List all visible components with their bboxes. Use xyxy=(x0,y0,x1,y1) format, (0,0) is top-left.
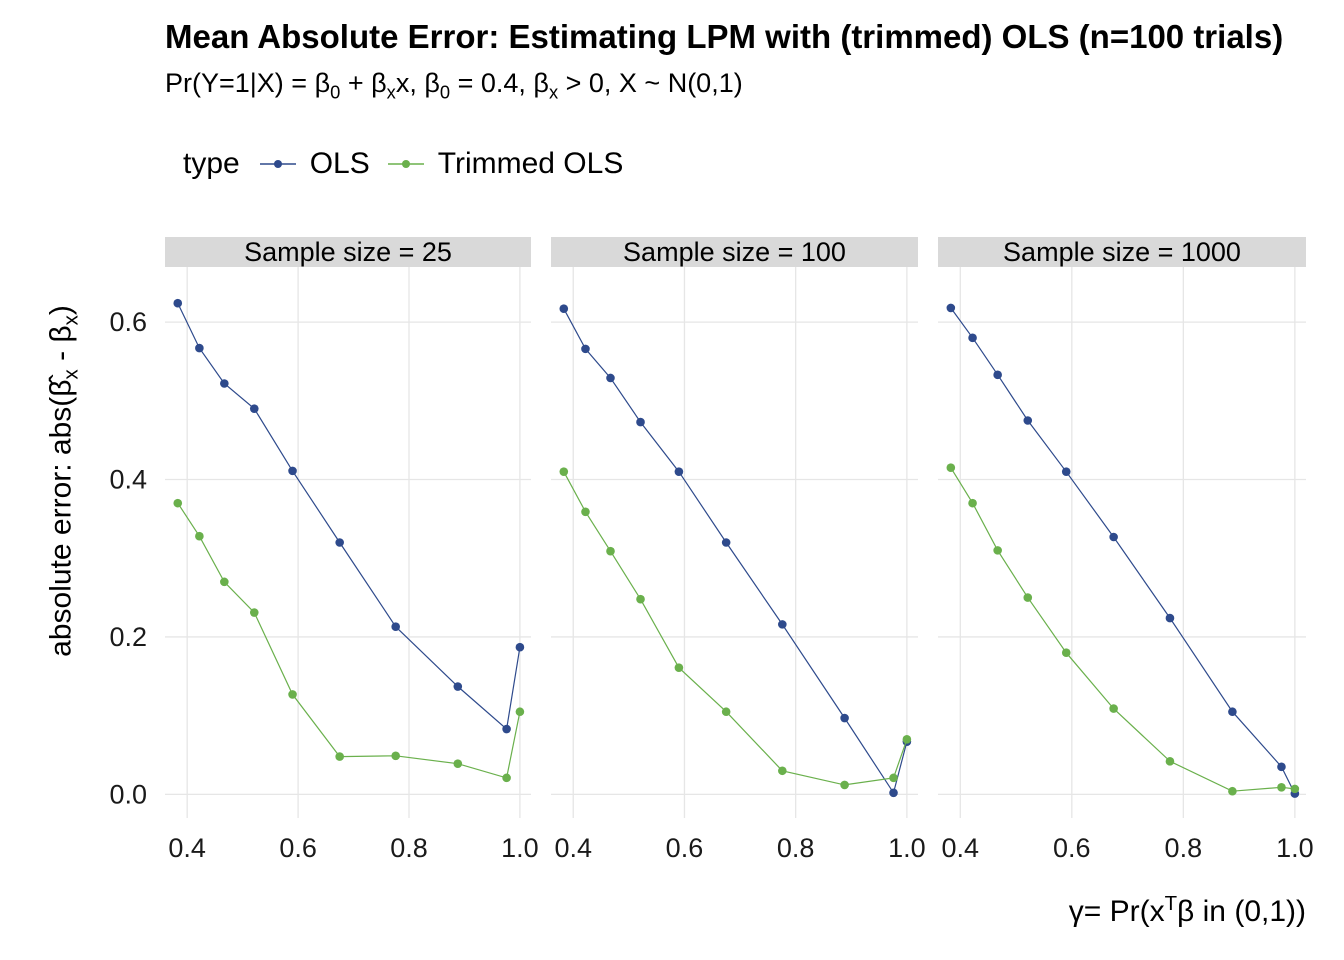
data-point-ols xyxy=(1109,532,1118,542)
data-point-trimmed-ols xyxy=(559,467,569,476)
series-line-trimmed-ols xyxy=(563,471,908,786)
series-line-ols xyxy=(563,308,908,795)
data-point-ols xyxy=(453,682,463,691)
data-point-ols xyxy=(502,724,511,734)
x-tick-label: 0.8 xyxy=(1165,833,1203,863)
x-tick-label: 1.0 xyxy=(501,833,539,863)
x-tick-label: 0.6 xyxy=(666,833,704,863)
legend-key-trimmed-ols xyxy=(387,160,424,168)
data-point-trimmed-ols xyxy=(195,531,204,541)
x-axis-label: γ= Pr(xTβ in (0,1)) xyxy=(1068,893,1306,928)
legend-title: type xyxy=(183,147,240,180)
data-point-ols xyxy=(195,343,204,353)
data-point-trimmed-ols xyxy=(968,498,977,508)
series-line-ols xyxy=(950,307,1296,794)
data-point-ols xyxy=(1023,416,1033,425)
data-point-trimmed-ols xyxy=(249,608,259,617)
series-line-trimmed-ols xyxy=(177,502,521,779)
data-point-trimmed-ols xyxy=(721,707,731,717)
data-point-trimmed-ols xyxy=(1228,786,1237,796)
legend-key-ols xyxy=(259,160,296,168)
x-tick-label: 0.4 xyxy=(942,833,980,863)
data-point-trimmed-ols xyxy=(1061,648,1071,657)
data-point-trimmed-ols xyxy=(1277,783,1286,792)
data-point-trimmed-ols xyxy=(1165,757,1175,766)
data-point-trimmed-ols xyxy=(889,773,898,783)
data-point-ols xyxy=(515,642,525,652)
legend-label-ols: OLS xyxy=(309,147,370,180)
x-tick-label: 1.0 xyxy=(888,833,926,863)
x-tick-label: 1.0 xyxy=(1276,833,1314,863)
data-point-trimmed-ols xyxy=(606,546,615,556)
data-point-trimmed-ols xyxy=(993,546,1002,555)
data-point-trimmed-ols xyxy=(778,766,787,776)
x-tick-label: 0.8 xyxy=(390,833,428,863)
data-point-ols xyxy=(889,788,898,798)
data-point-ols xyxy=(840,713,849,723)
data-point-trimmed-ols xyxy=(1023,593,1033,602)
legend: type OLS Trimmed OLS xyxy=(183,144,641,184)
data-point-ols xyxy=(249,404,259,413)
legend-label-trimmed-ols: Trimmed OLS xyxy=(437,147,624,180)
data-point-ols xyxy=(335,538,344,547)
data-point-ols xyxy=(636,417,645,427)
data-point-trimmed-ols xyxy=(515,707,525,717)
y-tick-label: 0.6 xyxy=(109,307,147,337)
data-point-ols xyxy=(1165,613,1175,623)
data-point-ols xyxy=(946,303,956,313)
x-tick-label: 0.8 xyxy=(777,833,815,863)
data-point-ols xyxy=(778,620,787,629)
data-point-ols xyxy=(288,466,297,476)
data-point-trimmed-ols xyxy=(335,752,344,761)
data-point-ols xyxy=(606,373,615,383)
series-line-trimmed-ols xyxy=(950,467,1295,792)
data-point-trimmed-ols xyxy=(1290,784,1300,794)
data-point-ols xyxy=(1228,707,1237,717)
y-tick-label: 0.2 xyxy=(109,622,147,652)
data-point-trimmed-ols xyxy=(840,780,849,790)
y-tick-label: 0.4 xyxy=(109,465,147,495)
data-point-trimmed-ols xyxy=(946,463,956,473)
x-tick-label: 0.6 xyxy=(279,833,317,863)
chart-title: Mean Absolute Error: Estimating LPM with… xyxy=(165,18,1284,55)
data-point-trimmed-ols xyxy=(391,751,400,761)
data-point-ols xyxy=(391,622,400,632)
y-axis-label: absolute error: abs(β̂x - βx) xyxy=(44,305,83,657)
data-point-trimmed-ols xyxy=(288,690,297,699)
facet-strip-25: Sample size = 25 xyxy=(165,237,531,267)
data-point-ols xyxy=(674,467,684,476)
facet-strip-1000: Sample size = 1000 xyxy=(938,237,1306,267)
chart-subtitle: Pr(Y=1|X) = β0 + βxx, β0 = 0.4, βx > 0, … xyxy=(165,68,743,103)
x-tick-label: 0.4 xyxy=(554,833,592,863)
data-point-ols xyxy=(220,379,229,388)
data-point-ols xyxy=(559,304,569,314)
y-tick-label: 0.0 xyxy=(109,779,147,809)
data-point-ols xyxy=(1061,467,1071,476)
series-line-ols xyxy=(177,302,521,731)
data-point-trimmed-ols xyxy=(173,498,183,508)
x-tick-label: 0.4 xyxy=(168,833,206,863)
data-point-trimmed-ols xyxy=(502,773,511,783)
data-point-ols xyxy=(721,538,731,547)
data-point-trimmed-ols xyxy=(674,663,684,672)
data-point-trimmed-ols xyxy=(581,507,590,517)
data-point-ols xyxy=(968,333,977,343)
data-point-trimmed-ols xyxy=(902,734,912,744)
x-tick-label: 0.6 xyxy=(1053,833,1091,863)
data-point-ols xyxy=(993,370,1002,380)
data-point-trimmed-ols xyxy=(1109,704,1118,713)
data-point-trimmed-ols xyxy=(220,577,229,587)
facet-strip-100: Sample size = 100 xyxy=(551,237,918,267)
data-point-ols xyxy=(1277,762,1286,772)
data-point-ols xyxy=(581,344,590,354)
data-point-trimmed-ols xyxy=(453,759,463,768)
data-point-trimmed-ols xyxy=(636,594,645,604)
data-point-ols xyxy=(173,298,183,308)
